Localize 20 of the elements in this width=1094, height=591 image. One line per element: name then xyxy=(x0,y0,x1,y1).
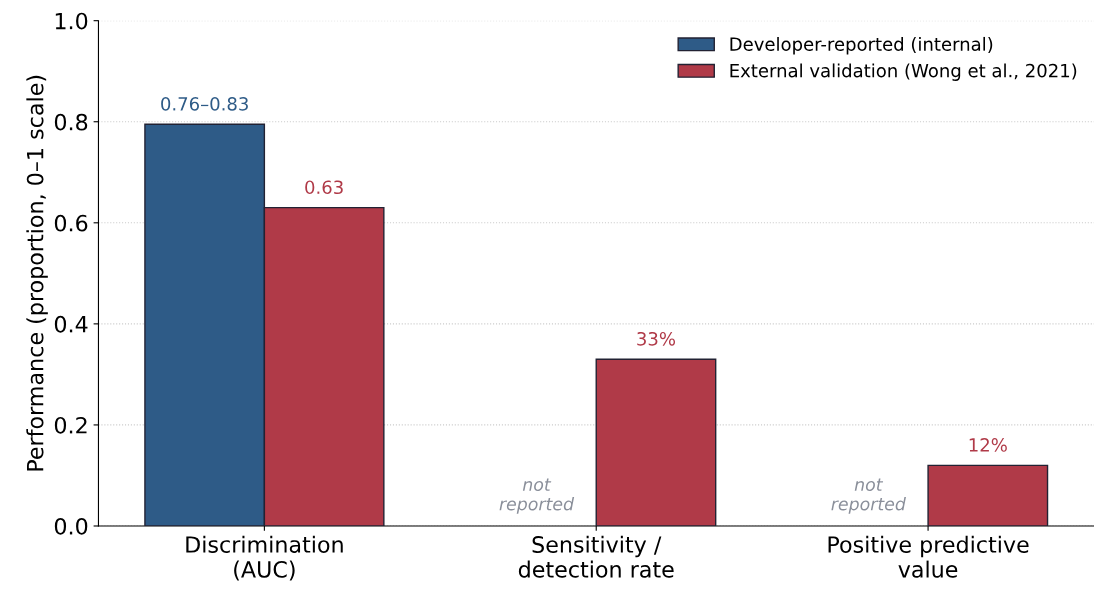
annotation: not reported xyxy=(499,478,575,514)
y-tick-label: 0.8 xyxy=(54,113,88,131)
x-tick-label: Positive predictive value xyxy=(828,535,1029,578)
y-tick-label: 0.2 xyxy=(54,416,87,434)
data-label: 12% xyxy=(969,438,1007,452)
bar xyxy=(927,464,1049,526)
bar xyxy=(595,358,717,526)
y-tick-label: 1.0 xyxy=(55,12,88,30)
x-tick-label: Sensitivity / detection rate xyxy=(518,535,674,578)
data-label: 33% xyxy=(637,331,676,346)
y-tick-label: 0.4 xyxy=(54,315,88,333)
annotation: not reported xyxy=(831,478,906,514)
data-label: 0.63 xyxy=(305,180,343,195)
data-label: 0.76–0.83 xyxy=(161,97,248,111)
legend-label: Developer-reported (internal) xyxy=(730,36,993,55)
legend-label: External validation (Wong et al., 2021) xyxy=(730,63,1077,81)
y-tick-label: 0.6 xyxy=(54,214,88,232)
x-tick-label: Discrimination (AUC) xyxy=(186,535,343,581)
y-axis-title: Performance (proportion, 0–1 scale) xyxy=(26,75,48,471)
y-tick-label: 0.0 xyxy=(54,517,88,535)
